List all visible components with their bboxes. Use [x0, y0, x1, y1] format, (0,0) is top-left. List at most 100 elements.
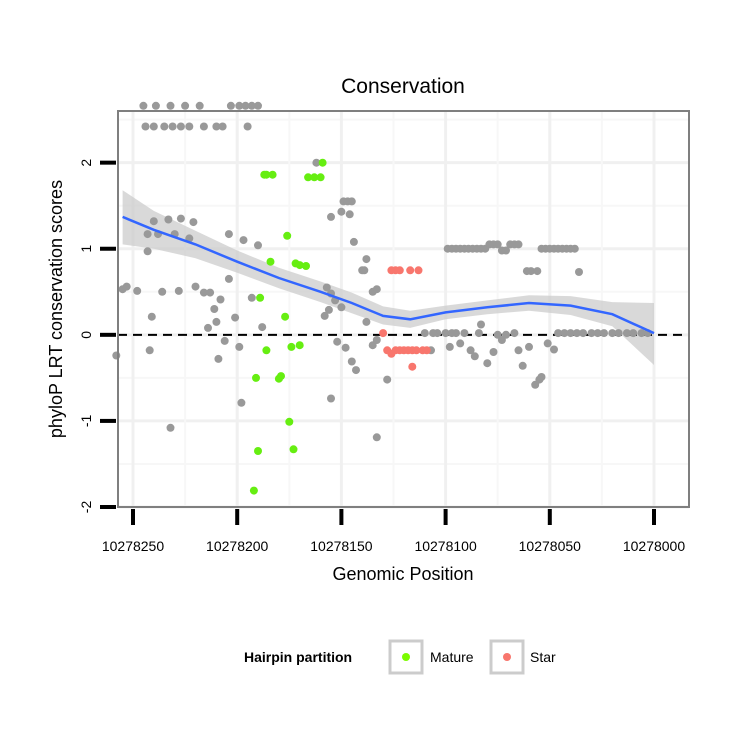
point-mature [268, 170, 277, 179]
point-other [181, 101, 190, 110]
point-other [452, 329, 460, 338]
point-other [566, 329, 575, 338]
point-other [347, 197, 356, 206]
point-other [174, 286, 183, 295]
point-mature [289, 445, 298, 454]
y-tick-label: 2 [78, 159, 94, 167]
point-other [333, 337, 342, 346]
point-other [537, 373, 546, 381]
point-other [600, 329, 608, 338]
point-other [347, 357, 356, 366]
plot-panel-border [117, 110, 690, 508]
x-tick-label: 10278000 [623, 538, 686, 554]
point-other [147, 312, 156, 321]
point-other [133, 286, 142, 295]
point-other [470, 352, 479, 361]
x-tick-label: 10278200 [206, 538, 269, 554]
point-other [176, 214, 185, 223]
point-mature [256, 293, 265, 302]
point-other [518, 361, 527, 370]
point-other [489, 348, 498, 356]
point-mature [249, 486, 258, 495]
point-mature [285, 417, 294, 426]
point-other [239, 236, 248, 245]
point-other [341, 343, 350, 352]
point-other [579, 329, 588, 338]
x-tick-label: 10278100 [414, 538, 477, 554]
point-other [345, 210, 354, 219]
point-other [254, 101, 262, 110]
point-mature [281, 312, 290, 321]
point-other [143, 230, 152, 239]
legend-dot-mature [402, 653, 410, 661]
point-other [139, 101, 148, 110]
point-other [149, 217, 158, 226]
point-other [241, 101, 250, 110]
legend-title: Hairpin partition [244, 649, 352, 665]
point-other [166, 423, 175, 432]
point-other [143, 247, 152, 256]
legend-entry-star: Star [489, 639, 556, 675]
point-star [422, 346, 431, 355]
point-other [372, 433, 381, 442]
point-other [622, 329, 631, 338]
point-mature [277, 372, 285, 381]
point-other [324, 305, 333, 314]
x-axis-label: Genomic Position [332, 564, 473, 584]
point-other [560, 329, 569, 338]
point-star [414, 266, 423, 275]
y-axis: -2 -1 0 1 2 [78, 159, 116, 514]
point-star [406, 266, 415, 275]
point-other [151, 101, 160, 110]
point-other [362, 255, 371, 264]
point-other [550, 345, 558, 354]
point-other [214, 354, 223, 363]
point-other [474, 329, 483, 338]
y-tick-label: -2 [78, 501, 94, 514]
point-mature [254, 447, 262, 455]
point-star [412, 346, 421, 355]
point-other [199, 288, 208, 297]
point-other [199, 122, 208, 131]
smooth-trend-line [122, 215, 655, 335]
point-other [149, 122, 158, 131]
point-other [514, 240, 523, 249]
point-other [226, 101, 235, 110]
point-other [243, 122, 252, 131]
point-other [164, 215, 173, 224]
y-tick-label: -1 [78, 414, 94, 427]
point-other [362, 317, 371, 326]
point-mature [252, 373, 260, 382]
point-other [235, 101, 244, 110]
point-other [608, 329, 617, 338]
y-tick-label: 1 [78, 245, 94, 253]
point-other [572, 329, 581, 338]
point-star [379, 329, 388, 338]
point-other [145, 346, 154, 355]
point-other [349, 237, 358, 246]
point-mature [287, 342, 296, 351]
point-mature [310, 173, 319, 182]
point-other [235, 342, 244, 351]
point-star [408, 362, 417, 371]
point-other [158, 287, 167, 296]
point-mature [316, 173, 325, 182]
point-other [210, 305, 219, 313]
point-other [176, 122, 185, 131]
point-other [212, 122, 221, 131]
y-tick-label: 0 [78, 331, 94, 339]
point-other [477, 320, 485, 329]
point-other [372, 285, 381, 294]
point-other [218, 122, 227, 131]
point-other [168, 122, 177, 131]
point-other [429, 329, 438, 338]
x-tick-label: 10278150 [310, 538, 373, 554]
point-other [466, 346, 475, 355]
point-other [247, 293, 256, 302]
point-other [629, 329, 638, 338]
point-other [312, 158, 321, 167]
legend-label-star: Star [530, 649, 556, 665]
point-other [320, 311, 329, 320]
point-other [360, 266, 369, 275]
